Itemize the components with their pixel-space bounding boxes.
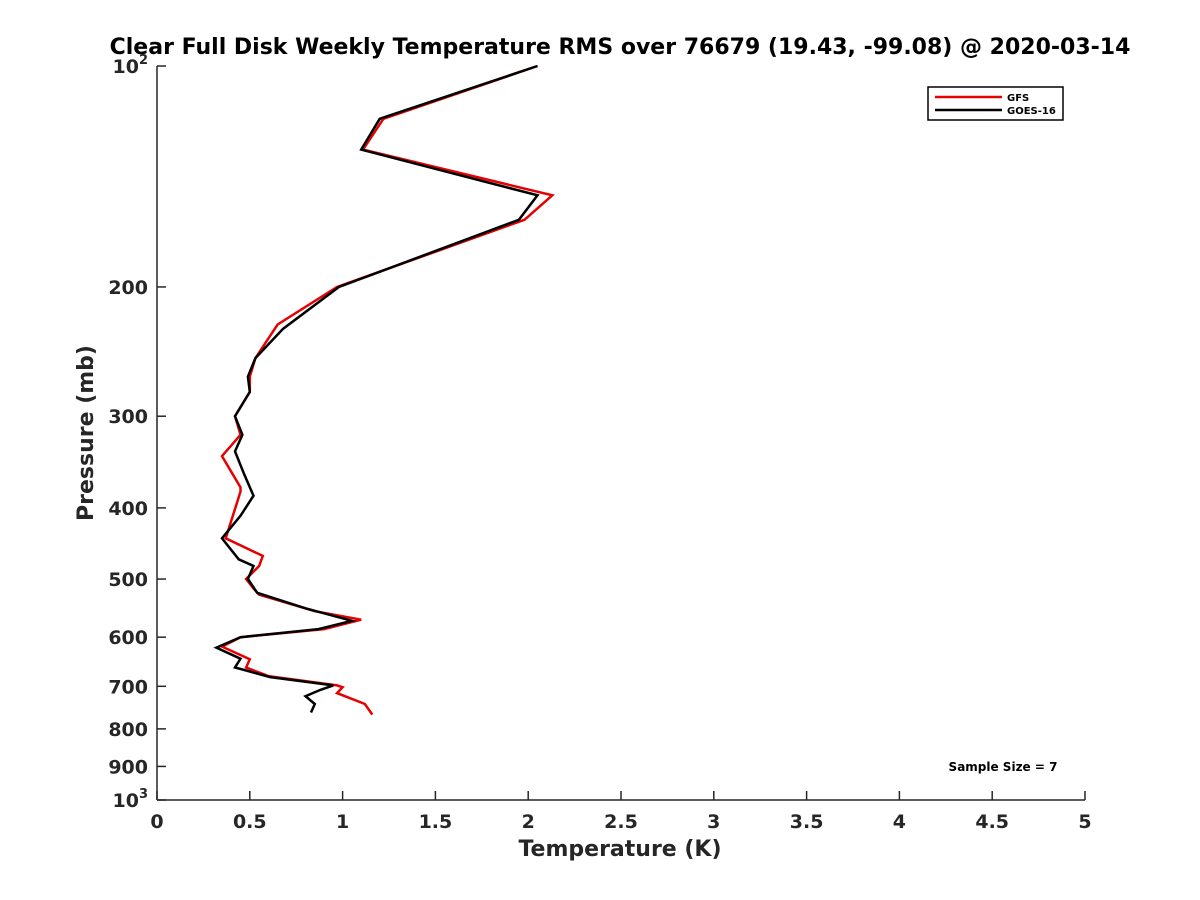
y-tick-label: 600 — [108, 627, 148, 649]
y-tick-label: 500 — [108, 569, 148, 591]
x-tick-label: 1.5 — [419, 811, 453, 833]
y-tick-label: 103 — [113, 787, 149, 812]
series-line-gfs — [219, 64, 555, 716]
x-tick-label: 1 — [336, 811, 349, 833]
x-tick-label: 3 — [707, 811, 720, 833]
x-tick-label: 3.5 — [790, 811, 824, 833]
y-tick-label: 900 — [108, 756, 148, 778]
x-tick-label: 0.5 — [233, 811, 267, 833]
y-tick-label: 102 — [113, 53, 149, 78]
y-axis-label: Pressure (mb) — [74, 345, 99, 521]
x-tick-label: 0 — [150, 811, 163, 833]
chart-title: Clear Full Disk Weekly Temperature RMS o… — [110, 35, 1131, 60]
x-axis-label: Temperature (K) — [518, 837, 721, 862]
y-tick-label: 300 — [108, 406, 148, 428]
legend-box — [927, 86, 1064, 121]
sample-size-annotation: Sample Size = 7 — [949, 760, 1058, 774]
y-tick-label: 800 — [108, 719, 148, 741]
axes: 0 0.5 1 1.5 2 2.5 3 3.5 4 4.5 5 102 200 300 400 500 600 7… — [108, 53, 1091, 833]
y-tick-label: 700 — [108, 676, 148, 698]
series-layer — [213, 64, 555, 716]
legend-label-gfs: GFS — [1007, 93, 1029, 104]
x-tick-label: 2 — [522, 811, 535, 833]
legend: GFS GOES-16 — [927, 86, 1064, 121]
legend-label-goes16: GOES-16 — [1007, 106, 1056, 117]
x-tick-label: 4.5 — [975, 811, 1009, 833]
y-tick-label: 200 — [108, 277, 148, 299]
x-tick-label: 5 — [1078, 811, 1091, 833]
series-line-goes16 — [213, 64, 540, 714]
y-tick-label: 400 — [108, 498, 148, 520]
x-tick-label: 4 — [893, 811, 906, 833]
x-tick-label: 2.5 — [604, 811, 638, 833]
